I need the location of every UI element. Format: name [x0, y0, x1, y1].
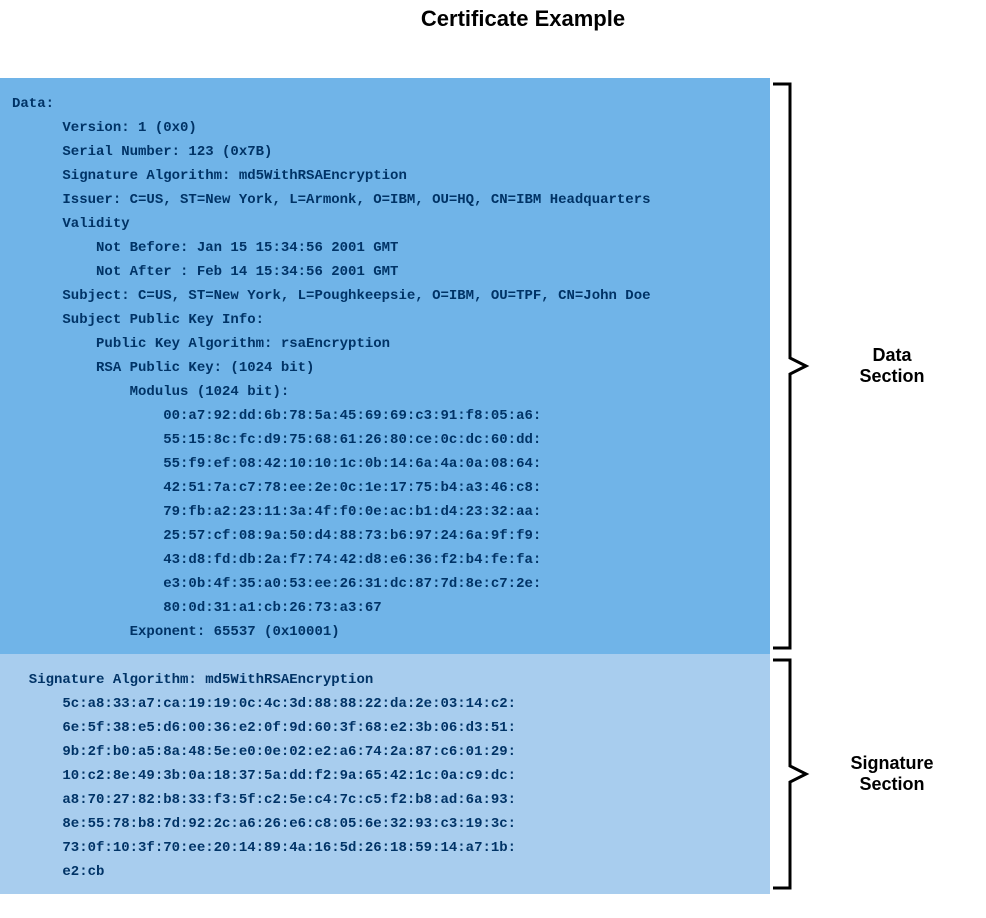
label-text: Section	[859, 774, 924, 795]
label-text: Signature	[850, 753, 933, 774]
data-section-panel: Data: Version: 1 (0x0) Serial Number: 12…	[0, 78, 770, 654]
signature-bracket	[770, 654, 810, 894]
label-text: Data	[872, 345, 911, 366]
bracket-icon	[770, 78, 810, 654]
bracket-icon	[770, 654, 810, 894]
data-bracket	[770, 78, 810, 654]
page-title: Certificate Example	[60, 6, 986, 32]
signature-section-panel: Signature Algorithm: md5WithRSAEncryptio…	[0, 654, 770, 894]
signature-section-label: Signature Section	[810, 654, 970, 894]
certificate-diagram: Data: Version: 1 (0x0) Serial Number: 12…	[0, 78, 980, 894]
bracket-column	[770, 78, 810, 894]
label-text: Section	[859, 366, 924, 387]
label-column: Data Section Signature Section	[810, 78, 970, 894]
certificate-column: Data: Version: 1 (0x0) Serial Number: 12…	[0, 78, 770, 894]
data-section-label: Data Section	[810, 78, 970, 654]
